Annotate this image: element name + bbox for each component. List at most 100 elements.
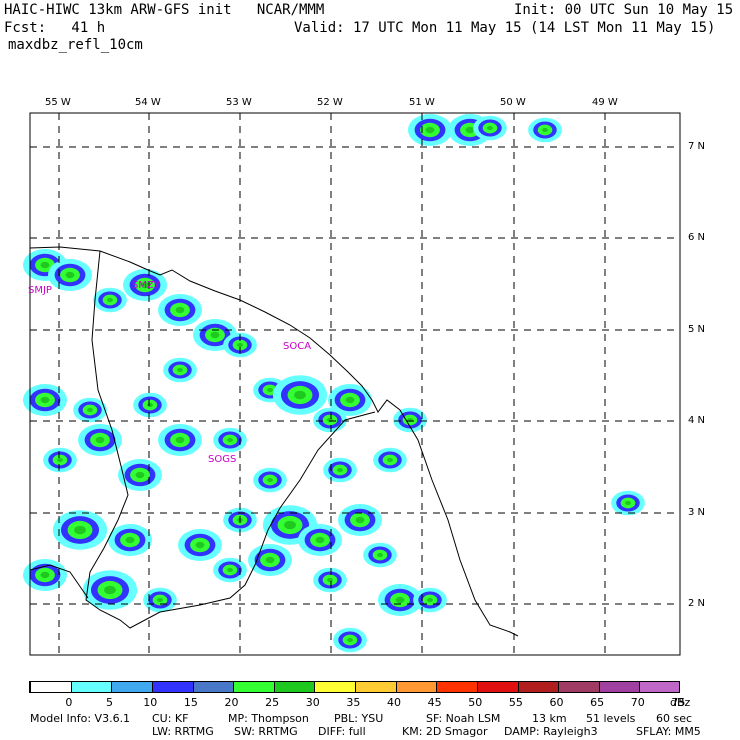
colorbar-swatch — [476, 681, 518, 692]
footer-model-info: Model Info: V3.6.1 — [30, 712, 131, 725]
footer-levels: 51 levels — [586, 712, 636, 725]
reflectivity-cell — [87, 407, 93, 413]
colorbar-swatch — [598, 681, 640, 692]
lat-label: 2 N — [688, 598, 706, 609]
colorbar-tick-label: 50 — [468, 696, 483, 709]
colorbar-swatch — [436, 681, 477, 692]
footer-diff: DIFF: full — [318, 725, 366, 738]
colorbar-tick-label: 75 — [671, 696, 686, 709]
reflectivity-cell — [337, 467, 343, 473]
reflectivity-cell — [265, 556, 275, 564]
reflectivity-cell — [465, 126, 475, 134]
reflectivity-cell — [227, 437, 233, 443]
reflectivity-cell — [227, 567, 233, 573]
reflectivity-cell — [425, 126, 435, 134]
reflectivity-cell — [210, 331, 220, 339]
station-smzy: SMZY — [132, 280, 161, 291]
colorbar-tick-label: 30 — [305, 696, 320, 709]
station-soca: SOCA — [283, 341, 311, 352]
colorbar-tick-label: 20 — [224, 696, 239, 709]
reflectivity-cell — [40, 396, 50, 404]
footer-mp: MP: Thompson — [228, 712, 309, 725]
colorbar-swatch — [192, 681, 234, 692]
colorbar-tick-label: 45 — [427, 696, 442, 709]
map-frame — [30, 113, 680, 655]
colorbar-swatch — [395, 681, 437, 692]
colorbar-swatch — [558, 681, 599, 692]
reflectivity-field — [23, 114, 645, 653]
station-sogs: SOGS — [208, 454, 236, 465]
reflectivity-cell — [57, 457, 63, 463]
lon-label: 54 W — [135, 97, 161, 108]
graticule — [30, 113, 680, 655]
reflectivity-cell — [327, 577, 333, 583]
colorbar-tick-label: 0 — [65, 696, 73, 709]
reflectivity-cell — [267, 477, 273, 483]
footer-damp: DAMP: Rayleigh3 — [504, 725, 598, 738]
station-smjp: SMJP — [28, 285, 52, 296]
reflectivity-cell — [345, 396, 355, 404]
footer-pbl: PBL: YSU — [334, 712, 384, 725]
colorbar-swatch — [273, 681, 315, 692]
reflectivity-cell — [377, 552, 383, 558]
plot-border — [29, 112, 681, 656]
colorbar-tick-label: 35 — [346, 696, 361, 709]
colorbar-tick-label: 65 — [590, 696, 605, 709]
valid-time: Valid: 17 UTC Mon 11 May 15 (14 LST Mon … — [294, 20, 716, 36]
lat-label: 6 N — [688, 232, 706, 243]
footer-km: KM: 2D Smagor — [402, 725, 488, 738]
coastline — [29, 246, 519, 637]
lon-label: 51 W — [409, 97, 435, 108]
colorbar-tick-label: 5 — [105, 696, 113, 709]
colorbar-swatch — [517, 681, 559, 692]
colorbar-unit: dBz — [670, 696, 691, 709]
reflectivity-cell — [157, 597, 163, 603]
reflectivity-cell — [40, 571, 50, 579]
footer-resolution: 13 km — [532, 712, 567, 725]
colorbar-swatch — [151, 681, 193, 692]
reflectivity-cell — [237, 342, 243, 348]
colorbar-swatch — [111, 681, 152, 692]
reflectivity-cell — [427, 597, 433, 603]
reflectivity-cell — [177, 367, 183, 373]
reflectivity-cell — [387, 457, 393, 463]
reflectivity-cell — [542, 127, 548, 133]
reflectivity-cell — [315, 536, 325, 544]
lon-label: 53 W — [226, 97, 252, 108]
reflectivity-cell — [284, 520, 296, 530]
reflectivity-cell — [95, 436, 105, 444]
field-name: maxdbz_refl_10cm — [8, 37, 143, 53]
reflectivity-cell — [147, 402, 153, 408]
lon-label: 49 W — [592, 97, 618, 108]
colorbar-tick-label: 55 — [508, 696, 523, 709]
reflectivity-cell — [294, 390, 306, 400]
colorbar-swatch — [639, 681, 680, 692]
colorbar-tick-label: 25 — [265, 696, 280, 709]
reflectivity-cell — [395, 596, 405, 604]
header-title: HAIC-HIWC 13km ARW-GFS init NCAR/MMM — [4, 2, 325, 18]
footer-sflay: SFLAY: MM5 — [636, 725, 701, 738]
reflectivity-cell — [65, 271, 75, 279]
colorbar-swatch — [30, 681, 71, 692]
footer-sw: SW: RRTMG — [234, 725, 298, 738]
colorbar-tick-label: 60 — [549, 696, 564, 709]
reflectivity-cell — [267, 387, 273, 393]
reflectivity-cell — [175, 306, 185, 314]
colorbar-swatch — [355, 681, 396, 692]
init-time: Init: 00 UTC Sun 10 May 15 — [514, 2, 734, 18]
reflectivity-cell — [135, 471, 145, 479]
reflectivity-cell — [140, 281, 150, 289]
reflectivity-cell — [125, 536, 135, 544]
reflectivity-cell — [625, 500, 631, 506]
lat-label: 3 N — [688, 507, 706, 518]
footer-sf: SF: Noah LSM — [426, 712, 501, 725]
lon-label: 55 W — [45, 97, 71, 108]
reflectivity-cell — [175, 436, 185, 444]
lat-label: 7 N — [688, 141, 706, 152]
border-west — [85, 250, 376, 629]
colorbar-swatch — [314, 681, 355, 692]
colorbar-tick-label: 70 — [630, 696, 645, 709]
forecast-hour: Fcst: 41 h — [4, 20, 106, 36]
reflectivity-cell — [40, 261, 50, 269]
